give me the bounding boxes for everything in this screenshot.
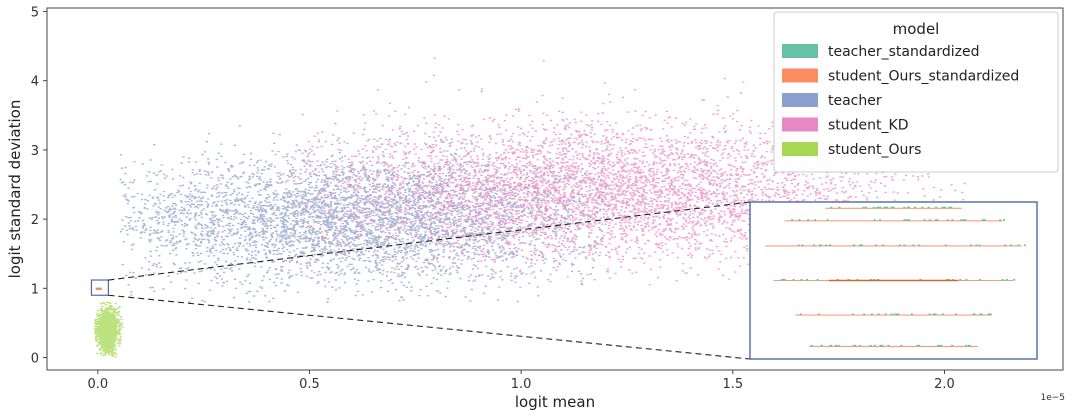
x-tick-label: 0.5 — [299, 377, 320, 392]
zoom-connector-bottom — [108, 294, 751, 360]
legend-entry-label: student_Ours_standardized — [828, 69, 1019, 85]
legend-entry-label: student_Ours — [828, 142, 921, 158]
x-axis-ticks: 0.0 0.5 1.0 1.5 2.0 — [87, 370, 955, 392]
y-tick-label: 2 — [31, 213, 39, 228]
y-tick-label: 3 — [31, 144, 39, 159]
y-tick-label: 5 — [31, 5, 39, 20]
x-axis-offset-label: 1e−5 — [1040, 393, 1065, 403]
x-tick-label: 1.5 — [722, 377, 743, 392]
legend-entry-label: teacher — [828, 93, 882, 109]
y-tick-label: 4 — [31, 75, 39, 90]
x-tick-label: 0.0 — [87, 377, 108, 392]
y-axis-ticks: 0 1 2 3 4 5 — [31, 5, 47, 367]
zoom-connector-top — [108, 201, 751, 281]
legend-entry-label: student_KD — [828, 118, 908, 134]
plot-frame — [46, 7, 1064, 371]
legend-swatch — [782, 142, 818, 156]
legend-swatch — [782, 117, 818, 132]
zoom-inset — [90, 201, 1038, 360]
legend-swatch — [782, 93, 818, 107]
legend-swatch — [782, 44, 818, 58]
legend-box — [773, 11, 1059, 173]
legend-entry-label: teacher_standardized — [828, 44, 979, 60]
y-axis-label: logit standard deviation — [6, 100, 24, 279]
legend: model teacher_standardized student_Ours_st… — [773, 11, 1059, 173]
series-student-Ours-points — [93, 301, 124, 358]
x-tick-label: 1.0 — [511, 377, 532, 392]
legend-title: model — [893, 20, 940, 38]
y-tick-label: 0 — [31, 352, 39, 367]
x-tick-label: 2.0 — [934, 377, 955, 392]
series-teacher-points — [119, 111, 607, 303]
zoom-region-box — [90, 279, 109, 296]
x-axis-label: logit mean — [515, 393, 595, 411]
y-tick-label: 1 — [31, 282, 39, 297]
legend-swatch — [782, 68, 818, 83]
